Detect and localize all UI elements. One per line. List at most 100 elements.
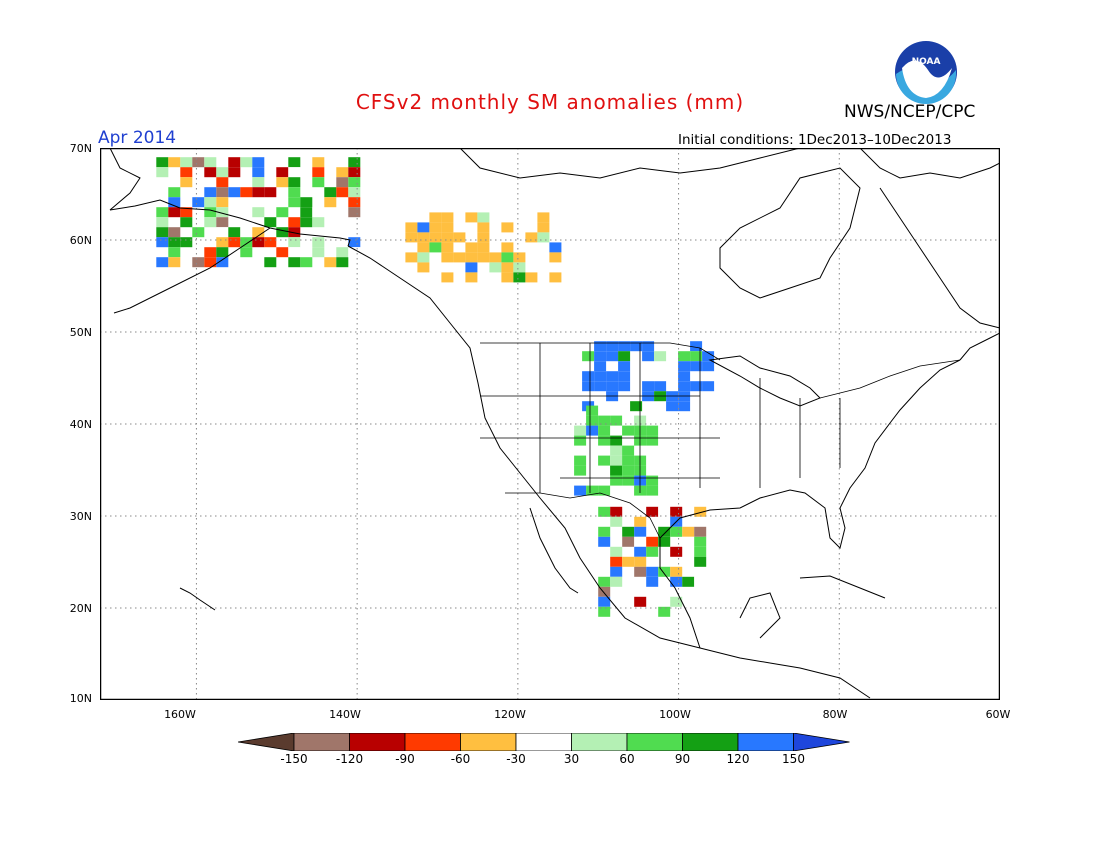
anomaly-cell bbox=[537, 212, 550, 223]
anomaly-cell bbox=[477, 232, 490, 243]
baja bbox=[529, 507, 579, 594]
anomaly-cell bbox=[288, 167, 301, 178]
anomaly-cell bbox=[336, 247, 349, 258]
anomaly-cell bbox=[658, 566, 671, 577]
anomaly-cell bbox=[168, 227, 181, 238]
anomaly-cell bbox=[180, 237, 193, 248]
anomaly-cell bbox=[594, 361, 607, 372]
anomaly-cell bbox=[300, 217, 313, 228]
lat-label: 70N bbox=[69, 142, 92, 155]
anomaly-cell bbox=[240, 237, 253, 248]
anomaly-cell bbox=[264, 187, 277, 198]
anomaly-cell bbox=[405, 222, 418, 233]
anomaly-cell bbox=[690, 361, 703, 372]
anomaly-cell bbox=[417, 262, 430, 273]
colorbar-segment bbox=[626, 733, 683, 751]
colorbar-label: -120 bbox=[335, 752, 364, 766]
anomaly-cell bbox=[586, 485, 599, 496]
colorbar-label: 60 bbox=[619, 752, 635, 766]
anomaly-cell bbox=[646, 485, 659, 496]
anomaly-cell bbox=[156, 217, 169, 228]
colorbar-label: -60 bbox=[450, 752, 471, 766]
lat-label: 10N bbox=[69, 692, 92, 705]
anomaly-cell bbox=[610, 516, 623, 527]
map-grid bbox=[100, 148, 1000, 700]
anomaly-cell bbox=[288, 227, 301, 238]
anomaly-cell bbox=[594, 381, 607, 392]
anomaly-cell bbox=[513, 272, 526, 283]
colorbar-segment bbox=[349, 733, 406, 751]
anomaly-cell bbox=[192, 227, 205, 238]
anomaly-cell bbox=[192, 197, 205, 208]
anomaly-cell bbox=[702, 351, 715, 362]
anomaly-cell bbox=[453, 232, 466, 243]
anomaly-cell bbox=[670, 526, 683, 537]
anomaly-cell bbox=[501, 262, 514, 273]
anomaly-cell bbox=[525, 272, 538, 283]
anomaly-cell bbox=[216, 227, 229, 238]
anomaly-cell bbox=[489, 252, 502, 263]
initial-conditions: Initial conditions: 1Dec2013–10Dec2013 bbox=[678, 132, 952, 148]
anomaly-cell bbox=[682, 576, 695, 587]
anomaly-cell bbox=[666, 401, 679, 412]
anomaly-cell bbox=[429, 212, 442, 223]
anomaly-cell bbox=[441, 212, 454, 223]
anomaly-cell bbox=[670, 506, 683, 517]
anomaly-cell bbox=[348, 187, 361, 198]
anomaly-cell bbox=[204, 207, 217, 218]
anomaly-cell bbox=[180, 217, 193, 228]
anomaly-cell bbox=[646, 435, 659, 446]
anomaly-cell bbox=[417, 252, 430, 263]
lat-label: 30N bbox=[69, 510, 92, 523]
anomaly-cell bbox=[252, 167, 265, 178]
agency-label: NWS/NCEP/CPC bbox=[844, 102, 976, 122]
anomaly-cell bbox=[646, 506, 659, 517]
anomaly-cell bbox=[642, 341, 655, 352]
anomaly-cell bbox=[574, 455, 587, 466]
anomaly-cell bbox=[192, 157, 205, 168]
anomaly-cell bbox=[598, 526, 611, 537]
anomaly-cell bbox=[348, 247, 361, 258]
anomaly-cell bbox=[312, 247, 325, 258]
west-coast bbox=[347, 245, 771, 664]
anomaly-cell bbox=[618, 381, 631, 392]
anomaly-cell bbox=[658, 536, 671, 547]
anomaly-cell bbox=[610, 475, 623, 486]
anomaly-cell bbox=[252, 157, 265, 168]
map-title: CFSv2 monthly SM anomalies (mm) bbox=[355, 90, 745, 114]
anomaly-cell bbox=[513, 252, 526, 263]
anomaly-cell bbox=[252, 177, 265, 188]
anomaly-cell bbox=[537, 232, 550, 243]
anomaly-cell bbox=[312, 167, 325, 178]
anomaly-cell bbox=[654, 381, 667, 392]
anomaly-cell bbox=[598, 606, 611, 617]
anomaly-cell bbox=[168, 257, 181, 268]
anomaly-cell bbox=[204, 247, 217, 258]
anomaly-cell bbox=[276, 227, 289, 238]
anomaly-cell bbox=[610, 506, 623, 517]
anomaly-cell bbox=[288, 217, 301, 228]
anomaly-cell bbox=[646, 546, 659, 557]
colorbar-label: 90 bbox=[674, 752, 691, 766]
valid-month: Apr 2014 bbox=[98, 128, 177, 148]
anomaly-cell bbox=[634, 546, 647, 557]
anomaly-cell bbox=[622, 556, 635, 567]
anomaly-cell bbox=[582, 371, 595, 382]
anomaly-cell bbox=[417, 222, 430, 233]
anomaly-cell bbox=[324, 197, 337, 208]
colorbar-arrow-right bbox=[793, 733, 850, 751]
anomaly-cell bbox=[192, 257, 205, 268]
colorbar-segment bbox=[404, 733, 461, 751]
anomaly-cell bbox=[348, 237, 361, 248]
anomaly-cell bbox=[348, 177, 361, 188]
greenland-coast bbox=[859, 148, 1000, 179]
anomaly-cell bbox=[622, 445, 635, 456]
hawaii bbox=[179, 587, 216, 611]
anomaly-cell bbox=[264, 237, 277, 248]
anomaly-cell bbox=[288, 157, 301, 168]
anomaly-cell bbox=[501, 252, 514, 263]
anomaly-cell bbox=[240, 227, 253, 238]
colorbar-segment bbox=[682, 733, 739, 751]
anomaly-cell bbox=[582, 381, 595, 392]
anomaly-cell bbox=[549, 252, 562, 263]
